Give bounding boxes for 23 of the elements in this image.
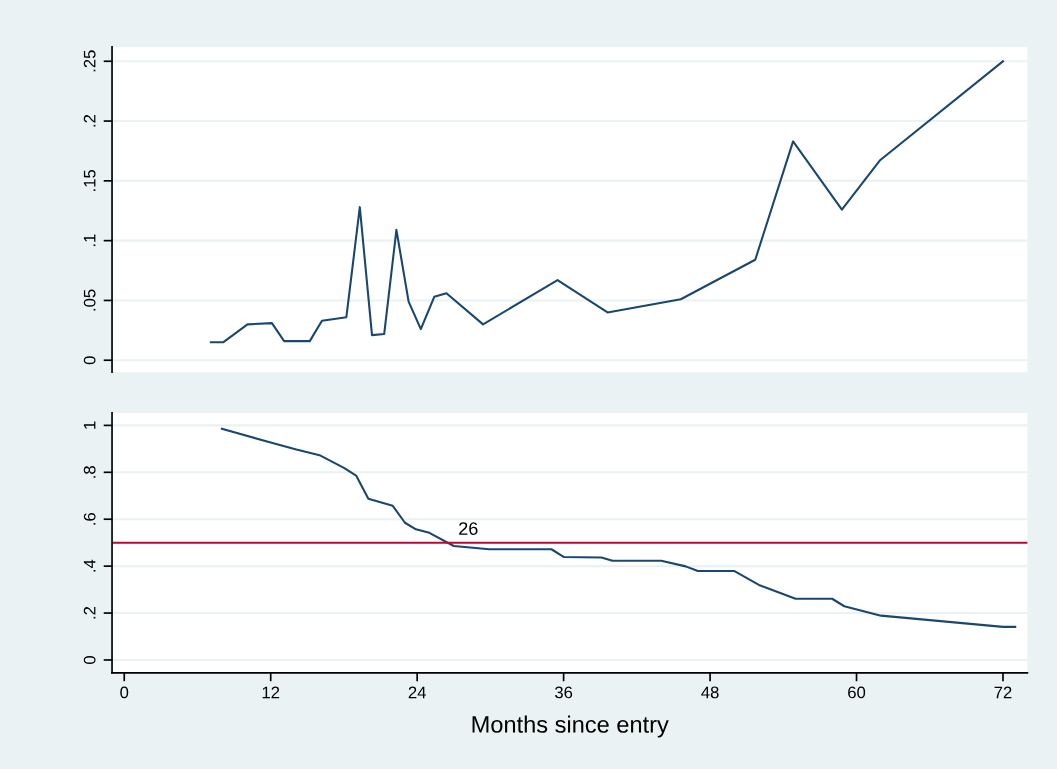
y-tick-label: 1 xyxy=(83,421,96,429)
x-tick-label: 36 xyxy=(554,686,573,699)
x-tick-label: 60 xyxy=(848,686,866,699)
y-tick-label: 0 xyxy=(83,655,96,664)
y-tick-label: .2 xyxy=(83,114,96,127)
line-series xyxy=(220,427,1017,628)
y-tick-label: .1 xyxy=(83,234,96,247)
x-tick-label: 0 xyxy=(120,686,129,699)
y-tick-label: 0 xyxy=(83,356,96,365)
x-axis-title: Months since entry xyxy=(472,715,669,738)
y-tick-label: .6 xyxy=(83,513,96,525)
y-tick-label: .4 xyxy=(83,559,96,572)
y-tick-label: .15 xyxy=(83,169,96,191)
y-tick-label: .2 xyxy=(83,606,96,619)
x-tick-label: 72 xyxy=(994,686,1012,699)
y-tick-label: .8 xyxy=(83,466,96,478)
y-tick-label: .25 xyxy=(83,50,96,72)
annotation: 26 xyxy=(459,522,478,535)
x-tick-label: 12 xyxy=(262,686,280,699)
x-tick-label: 24 xyxy=(408,686,426,699)
y-tick-label: .05 xyxy=(83,289,96,311)
line-series xyxy=(209,60,1005,344)
x-tick-label: 48 xyxy=(701,686,719,699)
